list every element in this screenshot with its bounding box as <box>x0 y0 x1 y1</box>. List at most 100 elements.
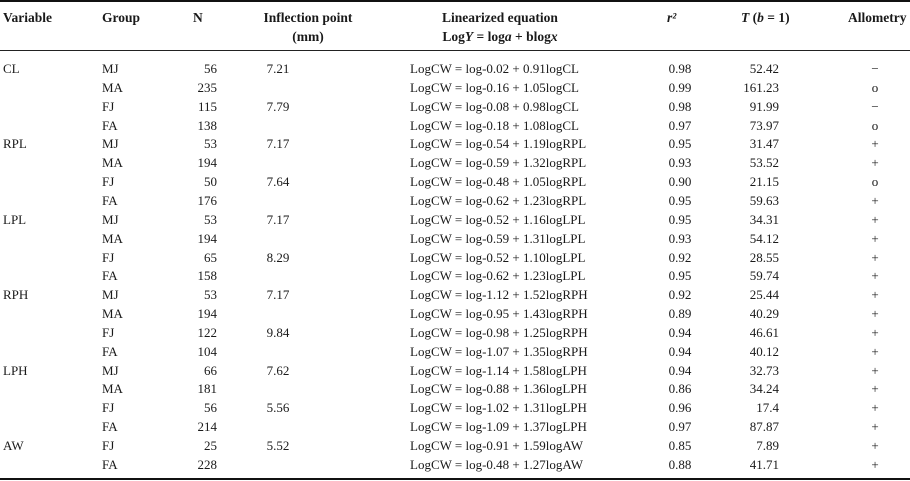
row-variable: RPL <box>3 136 27 152</box>
row-t-statistic: 73.97 <box>749 117 779 133</box>
row-t-statistic: 59.74 <box>749 268 779 284</box>
row-inflection-point: 7.21 <box>266 61 290 76</box>
row-equation: LogCW = log-0.08 + 0.98logCL <box>410 98 579 114</box>
row-t-statistic: 59.63 <box>749 192 779 208</box>
header-rule <box>0 50 910 51</box>
row-equation: LogCW = log-0.88 + 1.36logLPH <box>410 381 587 397</box>
header-r2: r² <box>667 10 677 25</box>
table-row: AW FJ 25 5.52 LogCW = log-0.91 + 1.59logAW 0.… <box>0 436 910 455</box>
row-t-statistic: 31.47 <box>749 136 779 152</box>
table-row: FJ 56 5.56 LogCW = log-1.02 + 1.31logLPH 0.9… <box>0 398 910 417</box>
row-inflection-point: 7.64 <box>266 174 290 190</box>
row-t-statistic: 34.31 <box>749 211 779 227</box>
row-equation: LogCW = log-1.02 + 1.31logLPH <box>410 400 587 416</box>
row-r2: 0.95 <box>668 136 692 152</box>
row-inflection-point: 7.17 <box>266 211 290 227</box>
row-equation: LogCW = log-0.48 + 1.05logRPL <box>410 174 587 190</box>
row-allometry: + <box>871 136 879 152</box>
row-equation: LogCW = log-0.59 + 1.32logRPL <box>410 155 587 171</box>
row-equation: LogCW = log-0.02 + 0.91logCL <box>410 61 579 76</box>
row-n: 176 <box>197 192 218 208</box>
row-variable: LPH <box>3 362 28 378</box>
row-allometry: + <box>871 438 879 453</box>
row-inflection-point: 8.29 <box>266 249 290 265</box>
row-group: FJ <box>102 400 115 416</box>
row-t-statistic: 52.42 <box>749 61 779 76</box>
row-t-statistic: 161.23 <box>743 79 779 95</box>
row-n: 158 <box>197 268 218 284</box>
row-n: 53 <box>204 211 217 227</box>
row-t-statistic: 21.15 <box>749 174 779 190</box>
row-allometry: + <box>871 343 879 359</box>
row-allometry: + <box>871 192 879 208</box>
row-r2: 0.93 <box>668 230 692 246</box>
row-t-statistic: 54.12 <box>749 230 779 246</box>
row-group: FJ <box>102 249 115 265</box>
row-r2: 0.97 <box>668 419 692 435</box>
row-n: 228 <box>197 456 218 472</box>
row-r2: 0.85 <box>668 438 692 453</box>
row-equation: LogCW = log-0.52 + 1.16logLPL <box>410 211 586 227</box>
table-row: FA 228 LogCW = log-0.48 + 1.27logAW 0.88 41.… <box>0 455 910 474</box>
row-r2: 0.94 <box>668 343 692 359</box>
row-group: MJ <box>102 61 119 76</box>
header-allometry: Allometry <box>848 10 907 25</box>
row-t-statistic: 32.73 <box>749 362 779 378</box>
table-row: FA 138 LogCW = log-0.18 + 1.08logCL 0.97 73.… <box>0 116 910 135</box>
row-inflection-point: 7.79 <box>266 98 290 114</box>
header-inflection-line2: (mm) <box>292 29 324 44</box>
row-variable: LPL <box>3 211 27 227</box>
row-r2: 0.93 <box>668 155 692 171</box>
row-equation: LogCW = log-1.09 + 1.37logLPH <box>410 419 587 435</box>
header-variable: Variable <box>3 10 53 25</box>
row-allometry: − <box>871 61 879 76</box>
row-equation: LogCW = log-0.91 + 1.59logAW <box>410 438 583 453</box>
row-allometry: o <box>871 117 879 133</box>
header-inflection-point: Inflection point (mm) <box>238 8 378 46</box>
header-group: Group <box>102 10 141 25</box>
row-group: MA <box>102 79 123 95</box>
row-group: MA <box>102 155 123 171</box>
row-equation: LogCW = log-0.54 + 1.19logRPL <box>410 136 587 152</box>
row-t-statistic: 40.12 <box>749 343 779 359</box>
row-n: 194 <box>197 155 218 171</box>
row-allometry: + <box>871 306 879 322</box>
row-n: 25 <box>204 438 217 453</box>
row-t-statistic: 46.61 <box>749 324 779 340</box>
row-inflection-point: 9.84 <box>266 324 290 340</box>
row-r2: 0.99 <box>668 79 692 95</box>
table-row: RPH MJ 53 7.17 LogCW = log-1.12 + 1.52logRPH… <box>0 285 910 304</box>
row-allometry: + <box>871 456 879 472</box>
table-row: FA 104 LogCW = log-1.07 + 1.35logRPH 0.94 40… <box>0 342 910 361</box>
row-group: FJ <box>102 438 115 453</box>
row-t-statistic: 91.99 <box>749 98 779 114</box>
row-group: MJ <box>102 211 119 227</box>
row-n: 104 <box>197 343 218 359</box>
row-allometry: + <box>871 287 879 303</box>
row-allometry: + <box>871 400 879 416</box>
row-t-statistic: 41.71 <box>749 456 779 472</box>
row-t-statistic: 28.55 <box>749 249 779 265</box>
row-group: FA <box>102 343 118 359</box>
row-equation: LogCW = log-0.62 + 1.23logLPL <box>410 268 586 284</box>
row-n: 138 <box>197 117 218 133</box>
table-row: MA 194 LogCW = log-0.59 + 1.32logRPL 0.93 53… <box>0 153 910 172</box>
bottom-rule <box>0 478 910 480</box>
row-t-statistic: 87.87 <box>749 419 779 435</box>
row-n: 181 <box>197 381 218 397</box>
row-t-statistic: 40.29 <box>749 306 779 322</box>
row-group: FJ <box>102 324 115 340</box>
table-row: LPL MJ 53 7.17 LogCW = log-0.52 + 1.16logLPL… <box>0 210 910 229</box>
row-n: 53 <box>204 136 217 152</box>
row-r2: 0.94 <box>668 362 692 378</box>
row-r2: 0.88 <box>668 456 692 472</box>
row-n: 122 <box>197 324 218 340</box>
row-r2: 0.95 <box>668 211 692 227</box>
row-allometry: o <box>871 174 879 190</box>
row-r2: 0.97 <box>668 117 692 133</box>
table-row: LPH MJ 66 7.62 LogCW = log-1.14 + 1.58logLPH… <box>0 361 910 380</box>
row-inflection-point: 7.62 <box>266 362 290 378</box>
row-n: 53 <box>204 287 217 303</box>
row-equation: LogCW = log-0.18 + 1.08logCL <box>410 117 579 133</box>
